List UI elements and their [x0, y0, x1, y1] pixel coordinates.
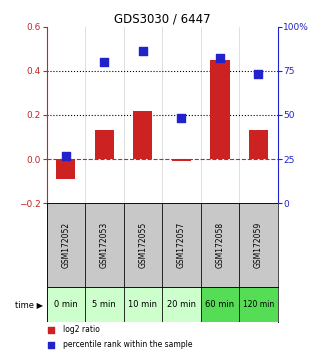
Point	[179, 116, 184, 121]
Point	[140, 48, 145, 54]
Text: 20 min: 20 min	[167, 300, 196, 309]
Bar	[239, 203, 278, 287]
Point	[256, 72, 261, 77]
Text: 0 min: 0 min	[54, 300, 78, 309]
Text: GSM172052: GSM172052	[61, 222, 70, 268]
Bar	[47, 203, 85, 287]
Bar	[239, 287, 278, 322]
Point	[48, 342, 54, 348]
Bar	[162, 287, 201, 322]
Text: GSM172057: GSM172057	[177, 222, 186, 268]
Bar	[85, 287, 124, 322]
Bar	[133, 110, 152, 159]
Text: GSM172055: GSM172055	[138, 222, 147, 268]
Title: GDS3030 / 6447: GDS3030 / 6447	[114, 12, 211, 25]
Bar	[210, 60, 230, 159]
Bar	[162, 203, 201, 287]
Text: 60 min: 60 min	[205, 300, 234, 309]
Bar	[172, 159, 191, 161]
Bar	[95, 130, 114, 159]
Text: GSM172058: GSM172058	[215, 222, 224, 268]
Bar	[56, 159, 75, 179]
Text: 10 min: 10 min	[128, 300, 157, 309]
Text: 5 min: 5 min	[92, 300, 116, 309]
Point	[102, 59, 107, 65]
Bar	[249, 130, 268, 159]
Bar	[124, 287, 162, 322]
Bar	[201, 203, 239, 287]
Point	[63, 153, 68, 159]
Point	[48, 327, 54, 332]
Bar	[47, 287, 85, 322]
Text: GSM172053: GSM172053	[100, 222, 109, 268]
Text: log2 ratio: log2 ratio	[63, 325, 100, 334]
Bar	[85, 203, 124, 287]
Text: GSM172059: GSM172059	[254, 222, 263, 268]
Bar	[124, 203, 162, 287]
Point	[217, 56, 222, 61]
Text: percentile rank within the sample: percentile rank within the sample	[63, 340, 192, 349]
Text: 120 min: 120 min	[243, 300, 274, 309]
Text: time ▶: time ▶	[15, 300, 43, 309]
Bar	[201, 287, 239, 322]
